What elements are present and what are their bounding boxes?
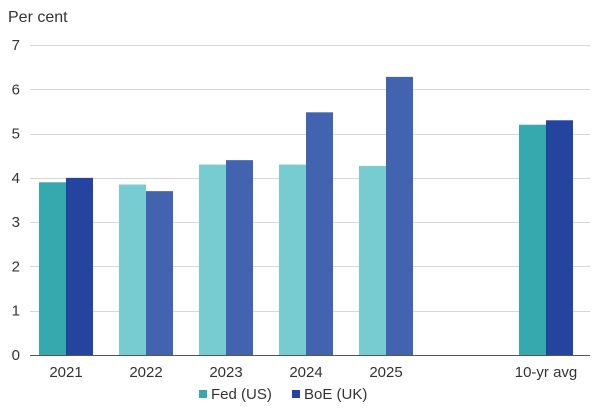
y-tick-label-5: 5 [12,126,20,143]
bar-boe-2022 [146,191,173,355]
y-tick-label-3: 3 [12,214,20,231]
y-tick-label-2: 2 [12,258,20,275]
x-tick-label-2022: 2022 [129,364,162,381]
x-tick-label-2021: 2021 [49,364,82,381]
bars [39,76,573,356]
x-tick-labels: 2021 2022 2023 2024 2025 10-yr avg [49,364,577,381]
y-tick-label-6: 6 [12,81,20,98]
y-tick-labels: 0 1 2 3 4 5 6 7 [12,37,20,364]
x-tick-label-2025: 2025 [369,364,402,381]
y-tick-label-4: 4 [12,170,20,187]
legend: Fed (US) BoE (UK) [199,386,367,403]
x-tick-label-2023: 2023 [209,364,242,381]
bar-fed-2025 [359,165,386,355]
y-tick-label-0: 0 [12,347,20,364]
bar-boe-2023 [226,160,253,355]
bar-fed-2024 [279,164,306,355]
y-tick-label-1: 1 [12,303,20,320]
bar-fed-2022 [119,184,146,355]
bar-boe-2025 [386,76,413,355]
legend-swatch-fed [199,390,207,398]
bar-fed-2021 [39,182,66,355]
bar-boe-2021 [66,177,93,355]
bar-fed-2023 [199,164,226,355]
bar-boe-2024 [306,112,333,355]
x-tick-label-2024: 2024 [289,364,322,381]
bar-boe-10-yr-avg [546,120,573,356]
y-axis-title: Per cent [8,9,68,26]
x-tick-label-10-yr-avg: 10-yr avg [515,364,578,381]
legend-label-boe: BoE (UK) [304,386,367,403]
legend-label-fed: Fed (US) [211,386,272,403]
y-tick-label-7: 7 [12,37,20,54]
legend-swatch-boe [292,390,300,398]
bar-fed-10-yr-avg [519,124,546,355]
